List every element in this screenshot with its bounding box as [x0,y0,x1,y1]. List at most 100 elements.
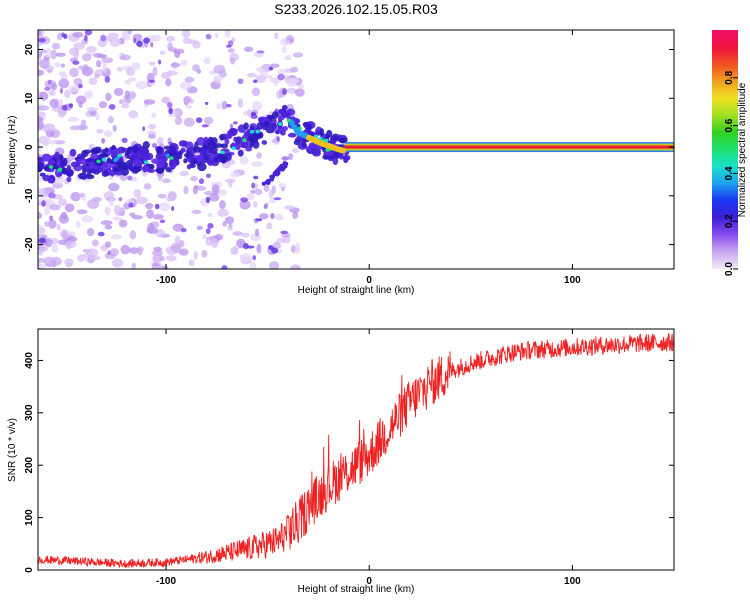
x-tick-label: 0 [366,576,372,587]
spectrogram-noise-blob [225,44,232,48]
spectrogram-noise-blob [69,67,79,78]
spectrogram-noise-blob [240,197,249,203]
spectrogram-noise-blob [281,45,287,54]
spectrogram-ridge-blob [252,133,263,139]
spectrogram-ridge-blob [342,154,351,161]
spectrogram-noise-blob [174,116,183,126]
spectrogram-noise-blob [48,219,57,229]
spectrogram-noise-blob [268,261,280,269]
spectrogram-noise-blob [226,104,232,108]
spectrogram-noise-blob [96,60,102,68]
spectrogram-noise-blob [73,77,83,86]
spectrogram-noise-blob [64,240,77,249]
spectrogram-noise-blob [237,78,244,85]
spectrogram-ridge-blob [319,128,325,137]
spectrogram-ridge-blob [305,146,312,151]
spectrogram-noise-blob [148,79,156,83]
spectrogram-noise-blob [79,192,85,198]
spectrogram-noise-blob [57,107,66,118]
spectrogram-ridge-blob [169,145,176,153]
spectrogram-noise-blob [128,202,134,208]
spectrogram-noise-blob [64,258,74,267]
spectrogram-ridge-blob [268,114,275,119]
spectrogram-ridge-blob [142,141,150,149]
spectrogram-noise-blob [277,73,285,81]
spectrogram-noise-blob [45,237,53,248]
spectrogram-noise-blob [213,74,223,84]
spectrogram-noise-blob [271,185,276,195]
spectrogram-noise-blob [278,182,287,189]
spectrogram-ridge-blob [78,157,87,165]
spectrogram-noise-blob [161,178,171,184]
spectrogram-noise-blob [86,106,99,112]
spectrogram-hotspot [242,138,247,143]
spectrogram-noise-blob [179,81,192,90]
spectrogram-hotspot [165,153,170,158]
spectrogram-ridge-blob [54,151,60,160]
spectrogram-noise-blob [75,220,81,228]
spectrogram-noise-blob [266,222,273,230]
spectrogram-ridge-blob [226,130,232,139]
spectrogram-noise-blob [209,193,220,202]
spectrogram-noise-blob [104,76,111,83]
spectrogram-ridge-blob [104,147,109,153]
spectrogram-heatmap [38,30,674,269]
spectrogram-noise-blob [152,66,158,76]
spectrogram-noise-blob [263,204,268,210]
spectrogram-noise-blob [282,88,288,96]
spectrogram-noise-blob [50,49,57,60]
spectrogram-ridge-blob [338,137,348,144]
spectrogram-noise-blob [72,31,84,38]
spectrogram-noise-blob [204,101,209,105]
x-tick-label: 0 [366,275,372,286]
spectrogram-hotspot [57,167,63,172]
spectrogram-noise-blob [149,34,162,42]
spectrogram-y-label: Frequency (Hz) [7,116,18,185]
colorbar-label: Normalized spectral amplitude [737,82,748,217]
spectrogram-noise-blob [63,33,68,39]
spectrogram-noise-blob [224,178,236,183]
spectrogram-noise-blob [207,212,213,218]
spectrogram-noise-blob [224,30,231,38]
spectrogram-noise-blob [68,47,80,56]
spectrogram-hotspot [277,122,283,126]
spectrogram-noise-blob [284,205,295,210]
spectrogram-noise-blob [179,170,190,177]
spectrogram-ridge-blob [262,125,268,131]
spectrogram-noise-blob [44,205,51,216]
spectrogram-noise-blob [256,152,262,159]
spectrogram-noise-blob [121,30,128,40]
spectrogram-noise-blob [252,255,257,261]
spectrogram-noise-blob [87,199,100,210]
spectrogram-noise-blob [256,243,262,254]
spectrogram-ridge-blob [287,132,297,138]
spectrogram-ridge-blob [82,168,87,175]
spectrogram-noise-blob [129,230,137,240]
spectrogram-ridge-blob [183,158,188,164]
spectrogram-noise-blob [240,256,253,262]
spectrogram-noise-blob [259,69,268,76]
y-tick-label: 20 [24,44,35,56]
spectrogram-noise-blob [229,57,236,65]
spectrogram-noise-blob [151,250,164,256]
spectrogram-noise-blob [86,248,99,258]
spectrogram-noise-blob [205,196,211,204]
spectrogram-noise-blob [221,265,228,269]
spectrogram-noise-blob [51,244,59,253]
snr-series-line [38,333,674,569]
x-tick-label: 100 [564,576,581,587]
spectrogram-noise-blob [159,219,166,224]
spectrogram-ridge-blob [338,152,344,160]
spectrogram-ridge-blob [41,153,52,162]
colorbar-tick-label: 0.6 [724,118,735,132]
spectrogram-ridge-blob [263,120,270,127]
spectrogram-noise-blob [103,130,113,137]
spectrogram-ridge-blob [81,149,89,158]
spectrogram-noise-blob [118,99,124,105]
spectrogram-noise-blob [202,233,208,240]
spectrogram-noise-blob [131,62,141,71]
spectrogram-branch-blob [276,170,281,175]
spectrogram-noise-blob [76,124,89,131]
